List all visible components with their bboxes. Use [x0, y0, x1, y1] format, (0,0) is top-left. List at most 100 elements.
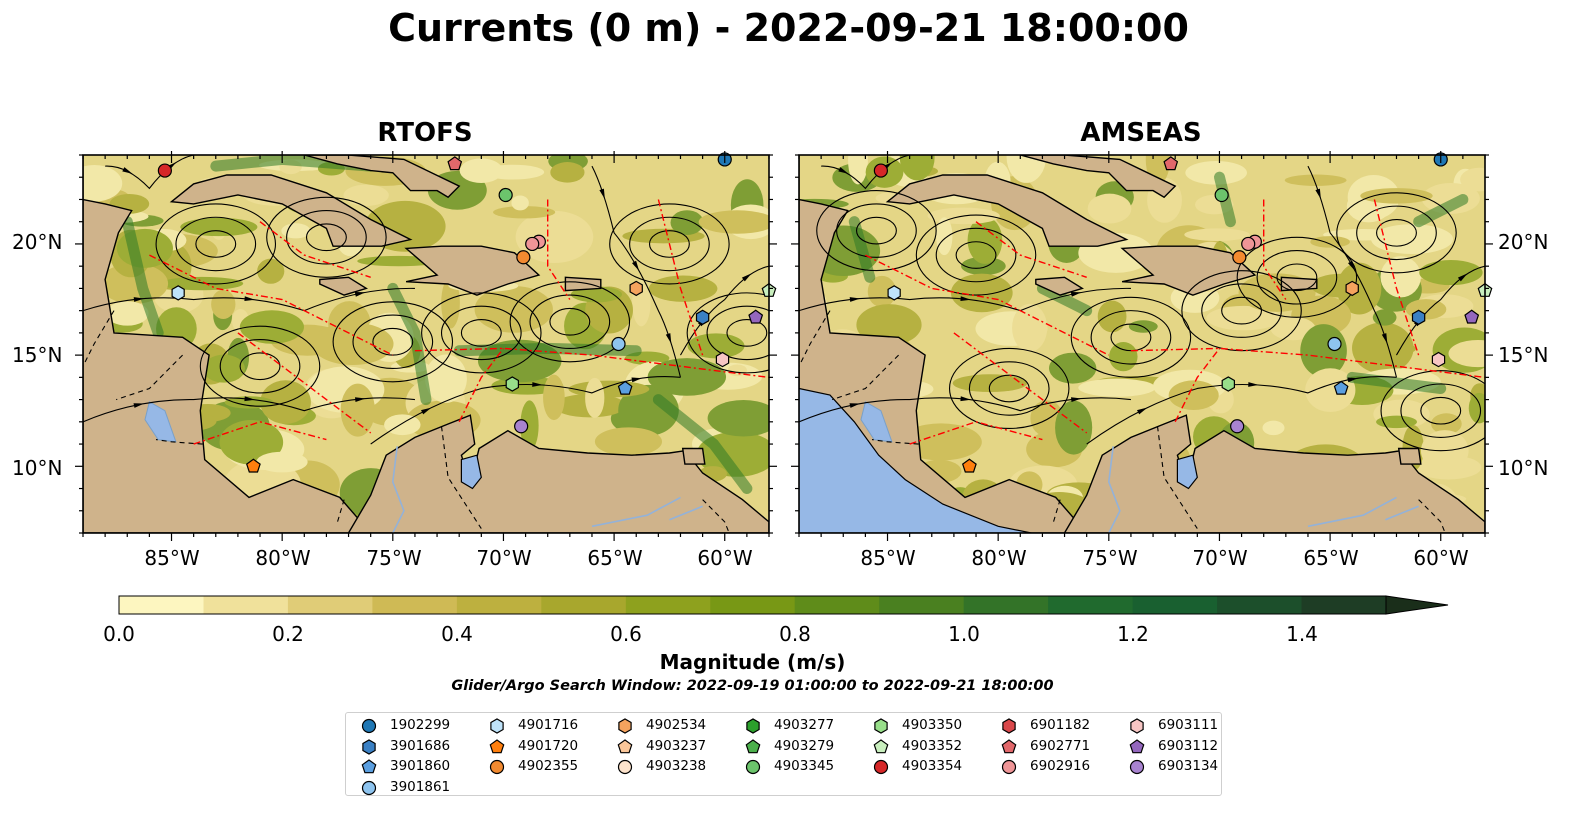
float-marker-4902355 [1232, 250, 1247, 265]
legend-label: 4901720 [518, 737, 579, 754]
legend-marker [874, 718, 888, 734]
legend-marker [745, 759, 761, 775]
float-marker-6903134 [1230, 419, 1245, 434]
lat-label-10n-left: 10°N [12, 456, 63, 480]
rivers [1107, 446, 1419, 533]
float-marker-6902771 [447, 156, 463, 171]
map-frame [798, 154, 1486, 534]
float-marker-3901686 [1411, 309, 1426, 325]
float-marker-4901720 [961, 458, 977, 473]
legend-label: 6901182 [1030, 717, 1091, 733]
stream-arrow [133, 297, 145, 302]
legend-marker [745, 738, 761, 753]
panel-title-amseas: AMSEAS [1080, 118, 1202, 148]
lon-label-65w-left: 65°W [587, 546, 643, 570]
legend-label: 4902355 [518, 758, 579, 774]
colorbar-frame [118, 595, 1387, 615]
stream-arrow [849, 403, 861, 408]
legend-marker-4903237 [617, 738, 633, 753]
colorbar-segment [1132, 596, 1218, 614]
float-markers [157, 152, 777, 473]
lon-label-85w-right: 85°W [860, 546, 916, 570]
legend-marker [362, 738, 376, 755]
map-ticks [75, 151, 777, 541]
legend-marker [361, 718, 377, 734]
legend-label: 4903354 [902, 758, 963, 774]
stream-arrow [599, 188, 605, 200]
legend-marker-4903354 [873, 759, 889, 775]
float-marker-3901860 [1333, 380, 1349, 395]
map-ticks [791, 151, 1493, 541]
pacific-ocean [799, 387, 1032, 533]
colorbar-segment [541, 596, 627, 614]
colorbar-tick-0: 0.0 [103, 622, 135, 646]
legend-label: 3901860 [390, 758, 451, 774]
amseas-map [791, 151, 1493, 541]
colorbar-segment [287, 596, 373, 614]
legend-label: 3901686 [390, 737, 451, 754]
float-marker-6903111 [715, 351, 730, 368]
stream-arrow [632, 260, 640, 271]
stream-arrow [960, 296, 971, 301]
colorbar-segment [710, 596, 796, 614]
float-marker-4902355 [516, 250, 531, 265]
strong-current-band [1036, 282, 1093, 317]
float-marker-4903350 [505, 376, 519, 392]
legend-label: 4903238 [646, 758, 707, 774]
legend-marker [617, 759, 633, 775]
lon-label-60w-right: 60°W [1413, 546, 1469, 570]
stream-arrow [838, 167, 849, 174]
stream-arrow [1457, 273, 1468, 282]
lat-label-10n-right: 10°N [1498, 456, 1549, 480]
colorbar-tick-5: 1.0 [948, 622, 980, 646]
colorbar-segment [625, 596, 711, 614]
stream-arrow [1381, 333, 1388, 344]
stream-arrow [354, 292, 366, 297]
float-marker-4903350 [1221, 376, 1235, 392]
legend-label: 4903277 [774, 717, 835, 733]
legend-marker-4903277 [746, 718, 760, 734]
legend-label: 4903350 [902, 717, 963, 733]
stream-arrow [665, 333, 672, 344]
colorbar-segment [203, 596, 289, 614]
lake-maracaibo [460, 454, 482, 490]
stream-arrow [741, 273, 752, 282]
stream-arrow [960, 396, 971, 402]
float-marker-4903345 [1214, 187, 1229, 203]
stream-arrow [1248, 382, 1259, 387]
stream-arrow [1348, 260, 1356, 271]
legend-marker-6902771 [1001, 738, 1017, 753]
legend-label: 4901716 [518, 717, 579, 733]
float-marker-6902916 [525, 236, 540, 252]
colorbar-segment [372, 596, 458, 614]
legend-label: 4902534 [646, 717, 707, 733]
float-marker-4901720 [245, 458, 261, 473]
legend-marker-3901860 [361, 759, 377, 774]
lat-label-20n-right: 20°N [1498, 230, 1549, 254]
colorbar-segment [794, 596, 880, 614]
stream-arrow [1070, 292, 1082, 297]
lake-maracaibo [1176, 454, 1198, 490]
eez-boundaries [865, 199, 1485, 445]
stream-arrow [532, 382, 543, 387]
stream-arrow [1071, 397, 1082, 402]
strong-current-band [652, 394, 753, 494]
legend-marker [1001, 759, 1017, 775]
stream-arrow [1315, 188, 1321, 200]
legend-marker [1130, 718, 1144, 734]
colorbar-tick-4: 0.8 [779, 622, 811, 646]
legend-marker [1129, 738, 1145, 753]
stream-arrow [244, 396, 255, 402]
lat-label-20n-left: 20°N [12, 230, 63, 254]
legend-marker [746, 718, 760, 734]
lat-label-15n-right: 15°N [1498, 343, 1549, 367]
float-marker-4902534 [1345, 280, 1359, 297]
strong-current-band [453, 342, 642, 357]
stream-arrow [1347, 377, 1359, 383]
legend-marker [361, 759, 377, 774]
legend-marker-3901686 [362, 738, 376, 755]
float-marker-6902771 [1163, 156, 1179, 171]
legend-marker [618, 718, 632, 734]
stream-arrow [133, 403, 145, 408]
legend-marker-4901720 [489, 738, 505, 753]
